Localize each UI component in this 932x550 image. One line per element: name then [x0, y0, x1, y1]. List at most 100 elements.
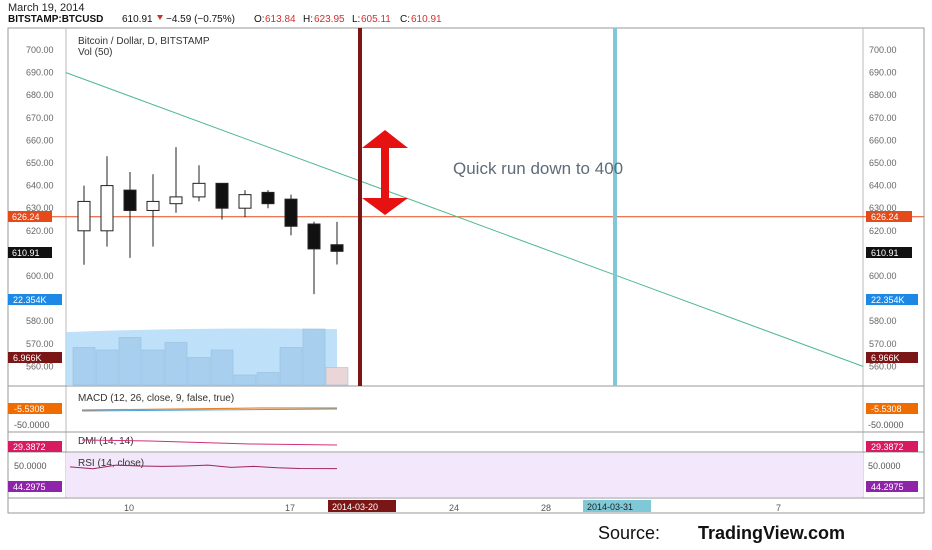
- time-tick-17: 17: [285, 503, 295, 513]
- svg-text:-5.5308: -5.5308: [14, 404, 45, 414]
- rsi-background: [66, 453, 863, 497]
- candle: [192, 165, 206, 202]
- svg-text:29.3872: 29.3872: [13, 442, 46, 452]
- price-axis: 700.00 700.00 690.00 690.00 680.00 680.00 670.…: [26, 45, 897, 371]
- annotation-text: Quick run down to 400: [453, 159, 623, 178]
- time-tick-24: 24: [449, 503, 459, 513]
- price-tick-right: 570.00: [869, 339, 897, 349]
- price-tick-left: 680.00: [26, 90, 54, 100]
- price-tick-left: 700.00: [26, 45, 54, 55]
- rsi-tick-left: 50.0000: [14, 461, 47, 471]
- price-tick-right: 580.00: [869, 316, 897, 326]
- volume-bar: [279, 347, 303, 386]
- price-tick-right: 680.00: [869, 90, 897, 100]
- price-tick-left: 650.00: [26, 158, 54, 168]
- price-tick-right: 620.00: [869, 226, 897, 236]
- svg-text:22.354K: 22.354K: [871, 295, 905, 305]
- price-tick-right: 660.00: [869, 135, 897, 145]
- svg-text:626.24: 626.24: [12, 212, 40, 222]
- price-tick-right: 670.00: [869, 113, 897, 123]
- volume-label: Vol (50): [78, 47, 112, 58]
- header-last: 610.91: [122, 14, 153, 25]
- svg-text:610.91: 610.91: [871, 248, 899, 258]
- candle: [146, 174, 160, 247]
- svg-text:610.91: 610.91: [12, 248, 40, 258]
- badge-vol-last-left: 6.966K: [8, 352, 62, 363]
- svg-text:44.2975: 44.2975: [871, 482, 904, 492]
- volume-bar: [118, 337, 142, 386]
- badge-dmi-right: 29.3872: [866, 441, 918, 452]
- price-tick-left: 600.00: [26, 271, 54, 281]
- price-tick-left: 580.00: [26, 316, 54, 326]
- price-tick-left: 570.00: [26, 339, 54, 349]
- price-tick-left: 660.00: [26, 135, 54, 145]
- macd-label: MACD (12, 26, close, 9, false, true): [78, 393, 234, 404]
- time-tick-10: 10: [124, 503, 134, 513]
- header-c-value: 610.91: [411, 14, 442, 25]
- candle: [238, 190, 252, 218]
- header-c-label: C:: [400, 14, 410, 25]
- down-arrow-icon: [157, 15, 163, 20]
- price-tick-left: 670.00: [26, 113, 54, 123]
- price-tick-left: 640.00: [26, 181, 54, 191]
- chart-title: Bitcoin / Dollar, D, BITSTAMP: [78, 36, 210, 47]
- price-tick-left: 690.00: [26, 68, 54, 78]
- svg-text:22.354K: 22.354K: [13, 295, 47, 305]
- volume-bar: [187, 357, 211, 386]
- svg-text:44.2975: 44.2975: [13, 482, 46, 492]
- candle: [261, 190, 275, 209]
- dmi-label: DMI (14, 14): [78, 436, 134, 447]
- svg-text:-5.5308: -5.5308: [871, 404, 902, 414]
- price-tick-right: 650.00: [869, 158, 897, 168]
- candle: [215, 182, 229, 220]
- header-change: −4.59 (−0.75%): [166, 14, 235, 25]
- volume-bar: [72, 347, 96, 386]
- volume-layer: [66, 328, 349, 386]
- volume-bar: [210, 349, 234, 386]
- badge-vol-ma-left: 22.354K: [8, 294, 62, 305]
- svg-text:2014-03-20: 2014-03-20: [332, 502, 378, 512]
- svg-text:626.24: 626.24: [871, 212, 899, 222]
- price-tick-left: 630.00: [26, 203, 54, 213]
- price-tick-right: 600.00: [869, 271, 897, 281]
- volume-bar: [164, 342, 188, 386]
- time-highlight-2014-03-31: 2014-03-31: [583, 500, 651, 512]
- candle: [77, 185, 91, 265]
- rsi-label: RSI (14, close): [78, 458, 144, 469]
- candle: [330, 221, 344, 265]
- macd-signal-line: [81, 408, 338, 412]
- header-h-label: H:: [303, 14, 313, 25]
- price-tick-right: 630.00: [869, 203, 897, 213]
- source-brand: TradingView.com: [698, 523, 845, 543]
- badge-dmi-left: 29.3872: [8, 441, 62, 452]
- price-tick-right: 690.00: [869, 68, 897, 78]
- time-tick-28: 28: [541, 503, 551, 513]
- trend-line: [65, 72, 864, 367]
- volume-bar: [233, 374, 257, 386]
- time-tick-7: 7: [776, 503, 781, 513]
- candle: [123, 172, 137, 258]
- dmi-line: [81, 439, 338, 446]
- volume-bar: [141, 349, 165, 386]
- candle: [100, 156, 114, 247]
- rsi-tick-right: 50.0000: [868, 461, 901, 471]
- volume-bar: [325, 367, 349, 386]
- chart-frame: [7, 27, 925, 514]
- header-l-label: L:: [352, 14, 360, 25]
- volume-bar: [256, 372, 280, 386]
- badge-macd-right: -5.5308: [866, 403, 918, 414]
- badge-rsi-left: 44.2975: [8, 481, 62, 492]
- price-tick-right: 560.00: [869, 361, 897, 371]
- volume-bar: [95, 349, 119, 386]
- badge-price-line-right: 626.24: [866, 211, 912, 222]
- badge-price-line-left: 626.24: [8, 211, 52, 222]
- header-symbol: BITSTAMP:BTCUSD: [8, 14, 103, 25]
- price-tick-left: 620.00: [26, 226, 54, 236]
- svg-text:6.966K: 6.966K: [871, 353, 900, 363]
- double-arrow-icon: [362, 130, 408, 215]
- price-tick-right: 640.00: [869, 181, 897, 191]
- badge-last-price-right: 610.91: [866, 247, 912, 258]
- header-date: March 19, 2014: [8, 2, 84, 14]
- rsi-line: [69, 464, 338, 470]
- candle-layer: [77, 147, 344, 295]
